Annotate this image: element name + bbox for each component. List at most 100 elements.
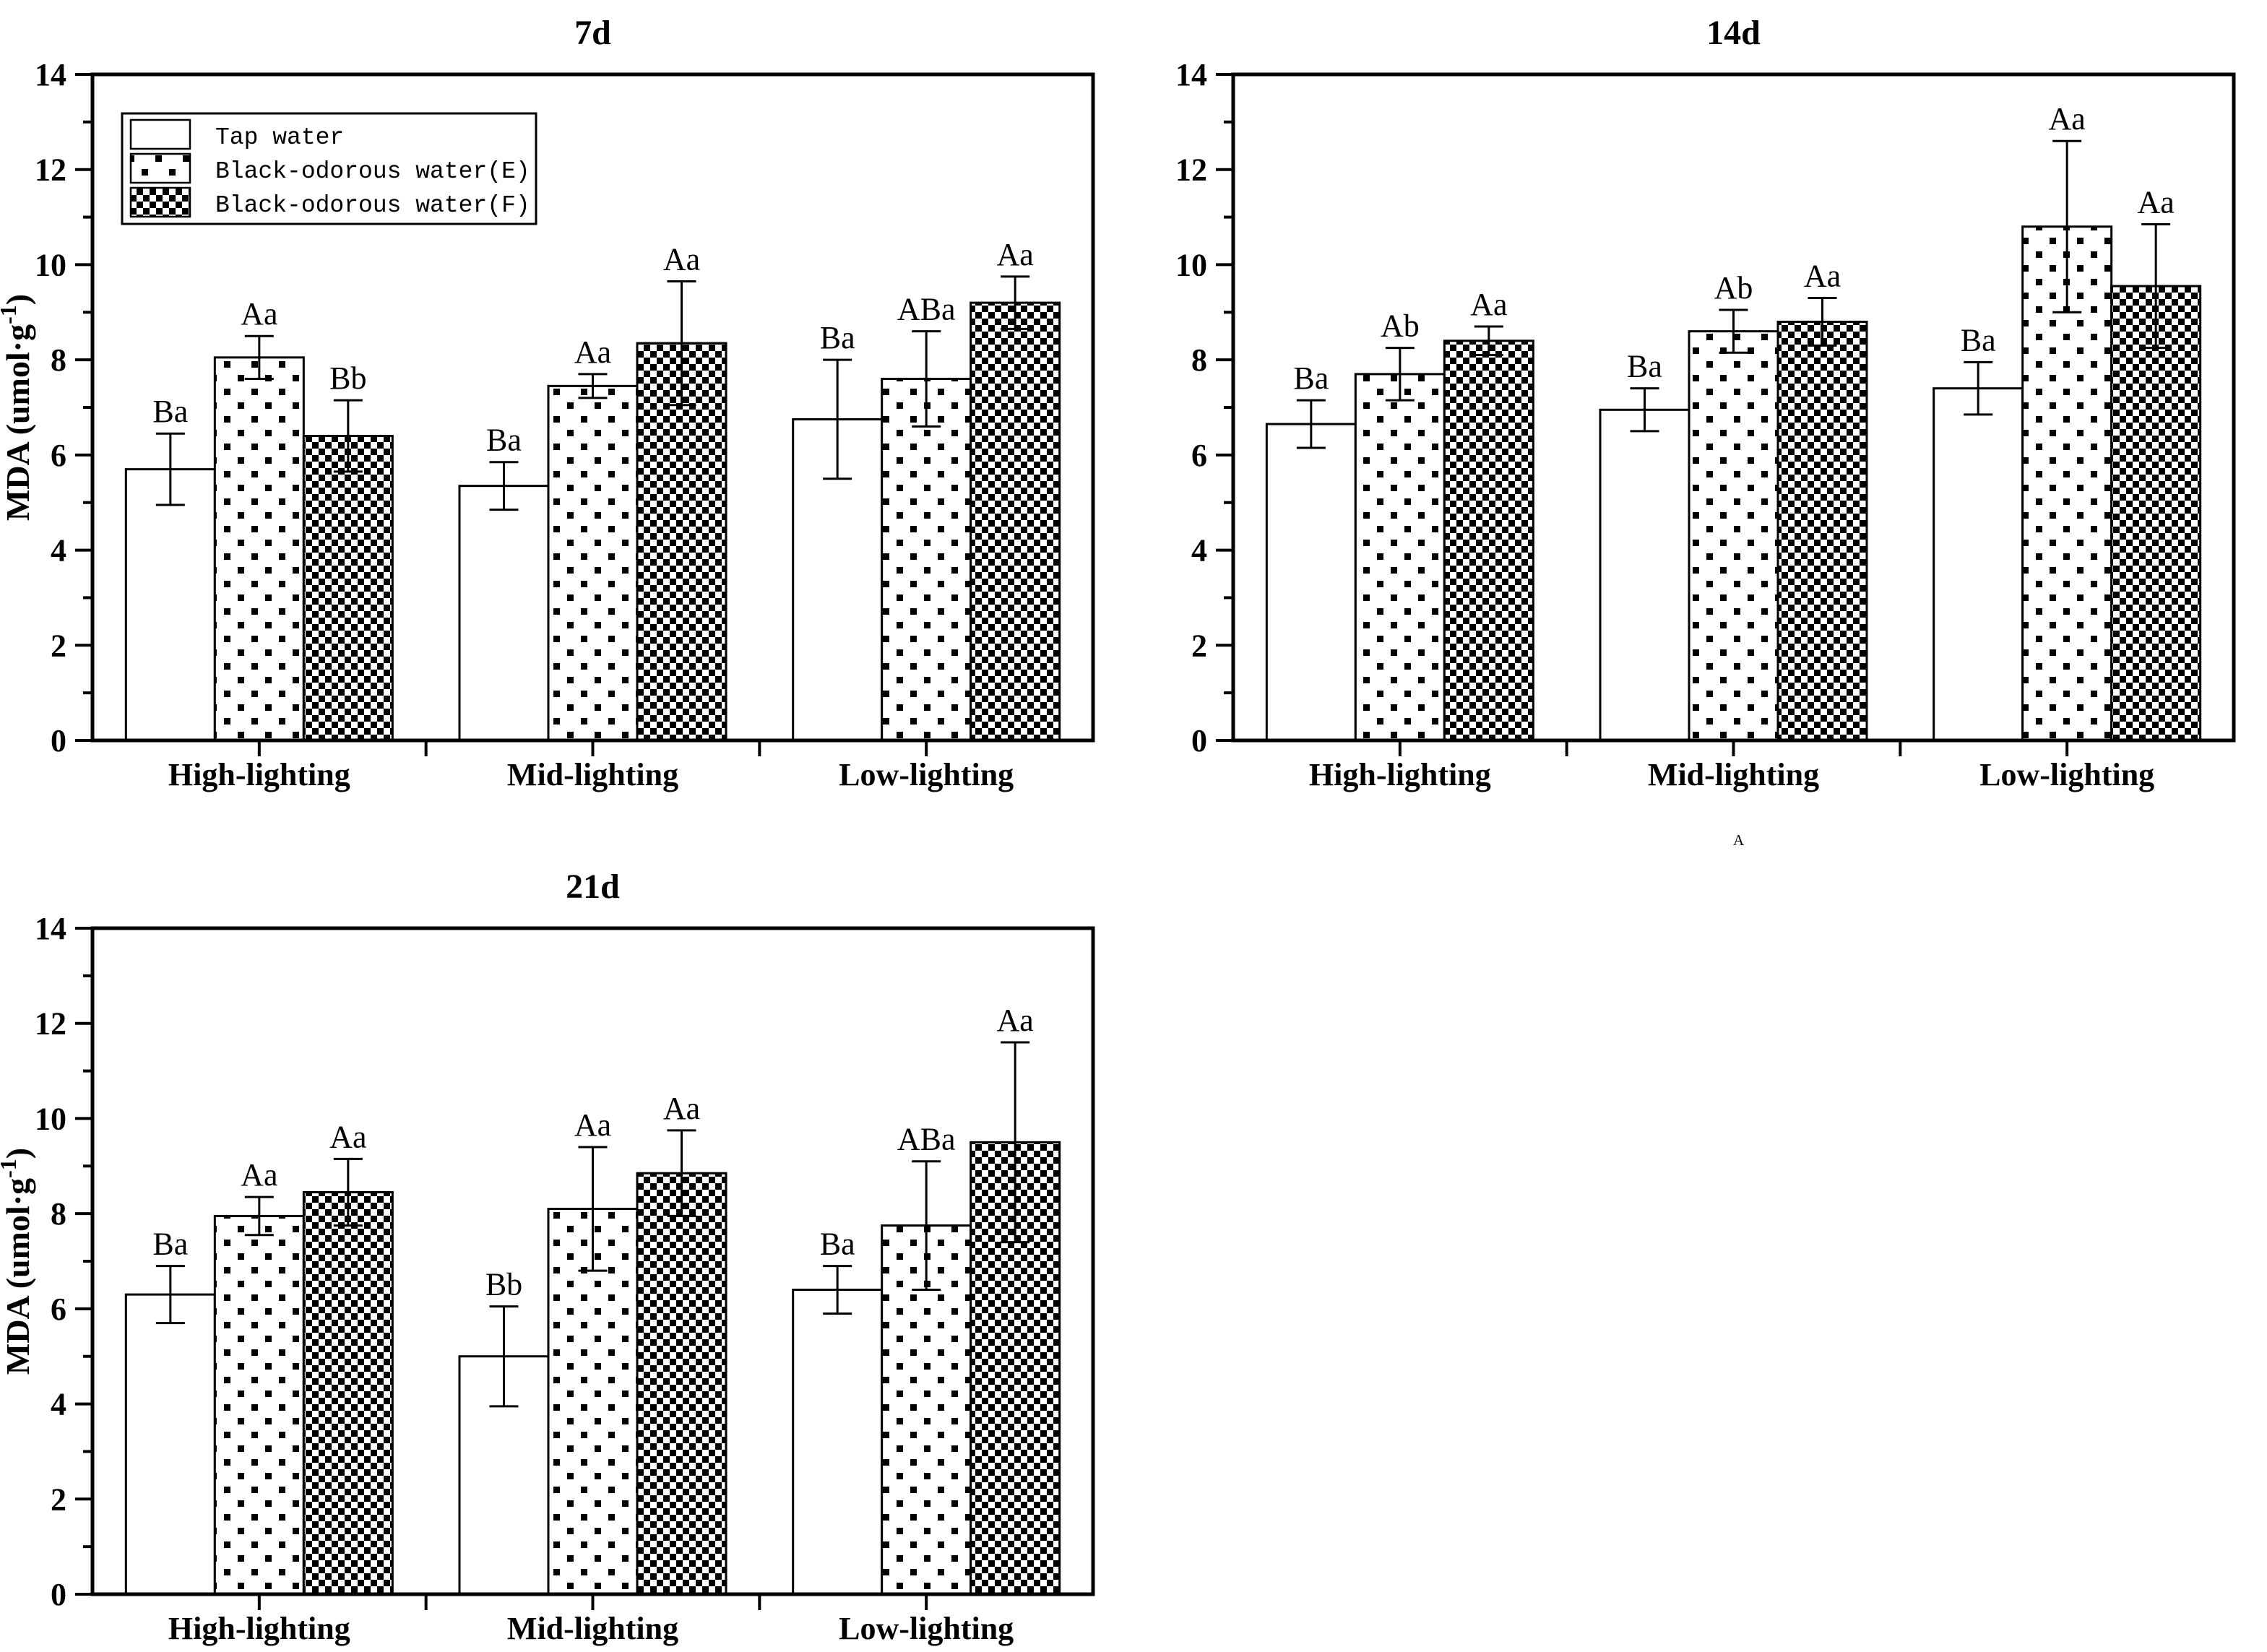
y-tick-label: 14	[35, 57, 66, 92]
significance-label: Aa	[2049, 101, 2086, 137]
bar-High-lighting-Black-odorous water(E)	[213, 356, 305, 742]
y-tick-label: 4	[1191, 533, 1207, 568]
x-tick-label: Mid-lighting	[507, 757, 678, 792]
bar-High-lighting-Black-odorous water(F)	[302, 435, 394, 742]
y-tick-label: 0	[51, 723, 66, 758]
error-bar	[1296, 399, 1326, 449]
significance-label: Bb	[329, 360, 366, 396]
significance-label: ABa	[897, 292, 956, 327]
legend-swatch-checker	[129, 186, 191, 218]
y-tick-label: 12	[1175, 152, 1207, 188]
error-bar	[1964, 360, 1993, 416]
bar-Low-lighting-Black-odorous water(E)	[881, 377, 972, 742]
bar-Mid-lighting-Black-odorous water(E)	[547, 1208, 639, 1596]
error-bar	[912, 330, 941, 428]
panel-title: 21d	[566, 868, 620, 906]
significance-label: Aa	[997, 1003, 1034, 1038]
panel-14d: 14d Ba Ab Aa High-lighting Ba Ab Aa Mid-lighting…	[1175, 14, 2236, 792]
bar-Mid-lighting-Black-odorous water(E)	[1688, 330, 1779, 742]
significance-label: Ba	[820, 1227, 855, 1262]
bar-Low-lighting-Black-odorous water(F)	[2110, 285, 2202, 742]
significance-label: Aa	[2138, 184, 2175, 220]
bar-Mid-lighting-Tap water	[1599, 408, 1690, 742]
error-bar	[578, 373, 608, 399]
significance-label: ABa	[897, 1122, 956, 1157]
y-tick-label: 6	[51, 1292, 66, 1327]
bar-High-lighting-Tap water	[124, 1293, 216, 1596]
legend-item-checker: Black-odorous water(F)	[129, 186, 530, 219]
bar-Mid-lighting-Tap water	[458, 485, 550, 742]
y-tick-label: 8	[51, 1196, 66, 1232]
y-tick-label: 4	[51, 533, 66, 568]
axes-frame	[90, 72, 1095, 743]
error-bar	[155, 432, 185, 506]
x-tick-label: Mid-lighting	[507, 1611, 678, 1646]
significance-label: Aa	[997, 237, 1034, 272]
y-tick-label: 10	[35, 1101, 66, 1136]
y-axis-title: MDA (umol·g-1)	[0, 294, 36, 521]
stray-annotation: A	[1733, 831, 1745, 849]
error-bar	[2141, 222, 2171, 350]
significance-label: Aa	[574, 1107, 611, 1143]
bar-High-lighting-Black-odorous water(F)	[1443, 340, 1534, 742]
y-tick-label: 14	[1175, 57, 1207, 92]
y-tick-label: 8	[51, 342, 66, 378]
significance-label: Aa	[574, 334, 611, 370]
legend-box	[121, 112, 537, 225]
significance-label: Ba	[1293, 360, 1329, 396]
x-tick-label: Mid-lighting	[1648, 757, 1819, 792]
error-bar	[1630, 387, 1659, 433]
error-bar	[333, 399, 363, 473]
x-tick-label: Low-lighting	[839, 757, 1014, 792]
bar-High-lighting-Black-odorous water(E)	[213, 1214, 305, 1596]
significance-label: Aa	[241, 1157, 277, 1193]
error-bar	[1385, 347, 1415, 402]
error-bar	[1719, 308, 1748, 354]
legend: Tap water Black-odorous water(E) Black-odo…	[121, 112, 537, 225]
error-bar	[333, 1157, 363, 1227]
legend-label: Black-odorous water(F)	[215, 192, 530, 219]
significance-label: Ba	[152, 394, 188, 429]
error-bar	[578, 1146, 608, 1272]
y-tick-label: 10	[1175, 247, 1207, 282]
x-tick-label: High-lighting	[168, 757, 350, 792]
error-bar	[1001, 275, 1030, 330]
significance-label: Ba	[1627, 349, 1662, 384]
y-tick-label: 2	[1191, 628, 1207, 663]
bar-High-lighting-Black-odorous water(F)	[302, 1191, 394, 1596]
bar-Low-lighting-Black-odorous water(F)	[970, 301, 1061, 742]
y-tick-label: 0	[1191, 723, 1207, 758]
error-bar	[912, 1160, 941, 1292]
legend-label: Black-odorous water(E)	[215, 158, 530, 185]
y-tick-label: 6	[51, 438, 66, 473]
axes-frame	[90, 926, 1095, 1596]
y-tick-label: 12	[35, 1006, 66, 1042]
significance-label: Ab	[1381, 308, 1420, 344]
panel-title: 7d	[574, 14, 611, 52]
significance-label: Ba	[820, 320, 855, 355]
error-bar	[2052, 139, 2082, 313]
x-tick-label: Low-lighting	[839, 1611, 1014, 1646]
significance-label: Ba	[1961, 322, 1996, 358]
significance-label: Bb	[485, 1267, 522, 1302]
error-bar	[489, 1305, 519, 1408]
y-tick-label: 4	[51, 1387, 66, 1422]
bar-High-lighting-Tap water	[1265, 423, 1357, 742]
y-tick-label: 10	[35, 247, 66, 282]
axes-frame	[1231, 72, 2236, 743]
y-tick-label: 2	[51, 628, 66, 663]
error-bar	[244, 1195, 274, 1237]
significance-label: Aa	[663, 241, 700, 277]
legend-label: Tap water	[215, 124, 344, 151]
bar-Low-lighting-Tap water	[1933, 387, 2024, 742]
significance-label: Aa	[663, 1091, 700, 1126]
x-tick-label: High-lighting	[1309, 757, 1491, 792]
y-tick-label: 14	[35, 911, 66, 946]
error-bar	[1474, 325, 1503, 357]
error-bar	[823, 1265, 852, 1315]
significance-label: Aa	[1470, 287, 1507, 322]
bar-High-lighting-Tap water	[124, 468, 216, 742]
y-tick-label: 8	[1191, 342, 1207, 378]
